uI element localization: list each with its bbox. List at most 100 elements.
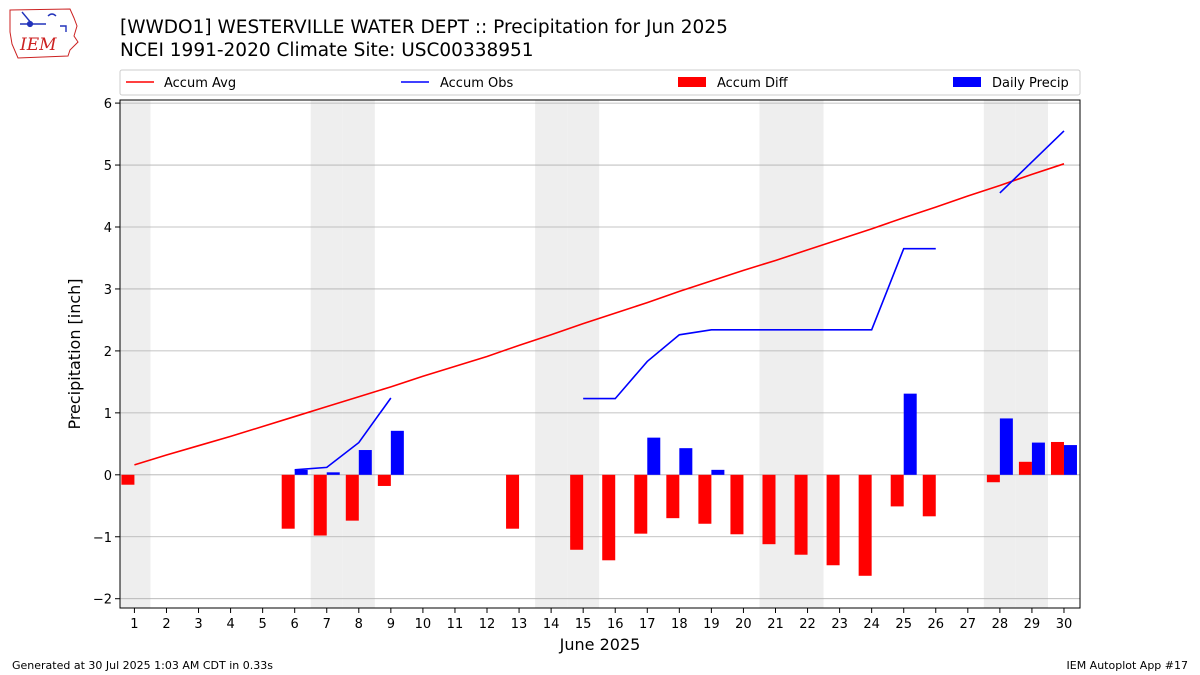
legend-accum-diff-label: Accum Diff (717, 76, 789, 91)
x-tick-label-8: 8 (355, 617, 363, 632)
weather-station-icon (20, 11, 67, 32)
y-axis-label: Precipitation [inch] (65, 278, 84, 429)
x-tick-label-23: 23 (831, 617, 848, 632)
x-tick-label-26: 26 (927, 617, 944, 632)
logo-text: IEM (19, 35, 57, 55)
x-tick-label-7: 7 (323, 617, 331, 632)
x-tick-label-22: 22 (799, 617, 816, 632)
weekend-shade-day-14 (535, 100, 568, 608)
y-tick-label-5: 5 (104, 159, 112, 174)
x-tick-label-24: 24 (863, 617, 880, 632)
iowa-state-outline (9, 8, 79, 59)
daily-precip-bar-day-9 (390, 430, 404, 475)
daily-precip-bar-day-18 (679, 448, 693, 475)
accum-diff-bar-day-13 (506, 474, 520, 529)
weekend-shade-day-29 (1015, 100, 1048, 608)
y-tick-label-6: 6 (104, 97, 112, 112)
x-tick-label-10: 10 (415, 617, 432, 632)
accum-diff-bar-day-1 (121, 474, 135, 485)
legend-accum-diff-swatch (678, 77, 706, 87)
accum-diff-bar-day-28 (986, 474, 1000, 483)
x-tick-label-29: 29 (1024, 617, 1041, 632)
plot-frame (119, 99, 1081, 609)
daily-precip-bar-day-7 (326, 472, 340, 475)
x-tick-label-11: 11 (447, 617, 464, 632)
accum-diff-bar-day-15 (570, 474, 584, 550)
accum-obs-line-segment-3 (999, 130, 1065, 194)
legend-accum-obs-label: Accum Obs (440, 76, 513, 91)
x-tick-label-18: 18 (671, 617, 688, 632)
x-tick-label-12: 12 (479, 617, 496, 632)
chart-title: [WWDO1] WESTERVILLE WATER DEPT :: Precip… (120, 17, 728, 38)
daily-precip-bar-day-19 (711, 469, 725, 475)
x-tick-label-1: 1 (130, 617, 138, 632)
x-tick-label-28: 28 (992, 617, 1009, 632)
x-tick-label-4: 4 (226, 617, 234, 632)
accum-diff-bar-day-24 (858, 474, 872, 576)
weekend-shade-day-8 (342, 100, 375, 608)
iem-logo: IEM (9, 8, 79, 59)
x-tick-label-15: 15 (575, 617, 592, 632)
accum-diff-bar-day-8 (345, 474, 359, 521)
x-tick-label-17: 17 (639, 617, 656, 632)
accum-diff-bar-day-26 (922, 474, 936, 517)
accum-diff-bar-day-19 (698, 474, 712, 524)
accum-diff-bar-day-20 (730, 474, 744, 535)
app-credit: IEM Autoplot App #17 (1066, 659, 1189, 672)
x-tick-label-30: 30 (1056, 617, 1073, 632)
y-tick-label-1: 1 (104, 407, 112, 422)
accum-obs-line-segment-1 (294, 397, 392, 471)
accum-diff-bar-day-23 (826, 474, 840, 566)
y-tick-label-3: 3 (104, 283, 112, 298)
accum-diff-bar-day-17 (634, 474, 648, 534)
chart-legend: Accum Avg Accum Obs Accum Diff Daily Precip (119, 69, 1081, 96)
legend-accum-avg-label: Accum Avg (164, 76, 236, 91)
daily-precip-bar-day-28 (999, 418, 1013, 475)
x-tick-label-9: 9 (387, 617, 395, 632)
accum-diff-bar-day-25 (890, 474, 904, 507)
x-tick-label-27: 27 (960, 617, 977, 632)
y-tick-label-4: 4 (104, 221, 112, 236)
chart-subtitle: NCEI 1991-2020 Climate Site: USC00338951 (120, 40, 534, 61)
weekend-shade-day-1 (120, 100, 151, 608)
x-tick-label-13: 13 (511, 617, 528, 632)
accum-diff-bar-day-22 (794, 474, 808, 555)
x-tick-label-21: 21 (767, 617, 784, 632)
y-tick-label-0: 0 (104, 469, 112, 484)
x-tick-label-16: 16 (607, 617, 624, 632)
accum-obs-line-segment-2 (583, 247, 936, 400)
accum-avg-line (134, 163, 1065, 466)
accum-diff-bar-day-16 (602, 474, 616, 561)
generated-timestamp: Generated at 30 Jul 2025 1:03 AM CDT in … (12, 659, 273, 672)
x-tick-label-14: 14 (543, 617, 560, 632)
x-tick-label-5: 5 (258, 617, 266, 632)
daily-precip-bar-day-30 (1063, 445, 1077, 475)
daily-precip-bar-day-17 (647, 437, 661, 475)
accum-diff-bar-day-6 (281, 474, 295, 529)
accum-diff-bar-day-30 (1050, 441, 1064, 475)
legend-box (119, 69, 1081, 96)
x-tick-label-3: 3 (194, 617, 202, 632)
x-tick-label-2: 2 (162, 617, 170, 632)
y-tick-label-2: 2 (104, 345, 112, 360)
x-axis-label: June 2025 (559, 635, 641, 654)
x-tick-label-6: 6 (291, 617, 299, 632)
accum-diff-bar-day-9 (377, 474, 391, 486)
accum-diff-bar-day-18 (666, 474, 680, 519)
daily-precip-bar-day-29 (1031, 442, 1045, 475)
daily-precip-bar-day-25 (903, 393, 917, 475)
legend-daily-precip-swatch (953, 77, 981, 87)
accum-diff-bar-day-29 (1018, 461, 1032, 475)
x-tick-label-25: 25 (895, 617, 912, 632)
daily-precip-bar-day-6 (294, 469, 308, 475)
y-tick-label--1: −1 (93, 531, 112, 546)
accum-diff-bar-day-21 (762, 474, 776, 545)
y-tick-label--2: −2 (93, 593, 112, 608)
accum-diff-bar-day-7 (313, 474, 327, 536)
weekend-shade-day-28 (983, 100, 1016, 608)
legend-daily-precip-label: Daily Precip (992, 76, 1069, 91)
daily-precip-bar-day-8 (358, 450, 372, 475)
x-tick-label-19: 19 (703, 617, 720, 632)
x-tick-label-20: 20 (735, 617, 752, 632)
